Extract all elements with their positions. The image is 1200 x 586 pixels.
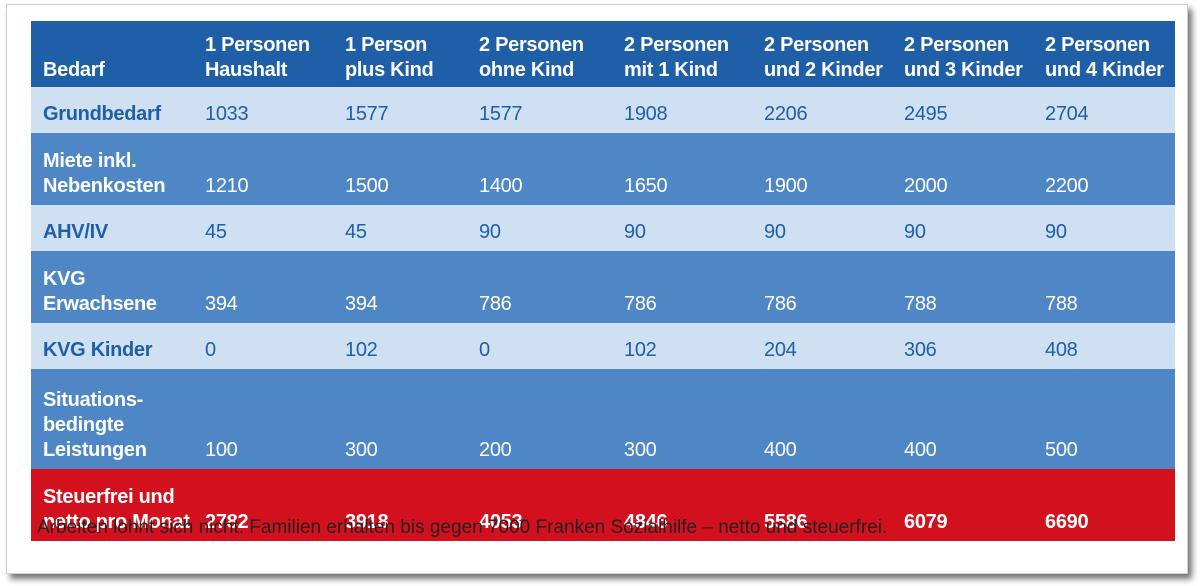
figure-frame: Bedarf 1 Personen Haushalt 1 Person plus… [6,4,1188,574]
cell-value: 1577 [467,87,612,133]
cell-value: 1577 [333,87,467,133]
cell-value: 1650 [612,133,752,205]
cell-value: 90 [752,205,892,251]
header-cell: 2 Personen und 2 Kinder [752,21,892,87]
cell-value: 788 [1033,251,1175,323]
total-value: 6079 [892,469,1033,541]
cell-value: 200 [467,369,612,469]
header-cell: 2 Personen und 3 Kinder [892,21,1033,87]
cell-value: 45 [333,205,467,251]
cell-value: 394 [333,251,467,323]
cell-value: 786 [612,251,752,323]
total-value: 2782 [193,469,333,541]
cell-value: 204 [752,323,892,369]
cell-value: 2206 [752,87,892,133]
cell-value: 1033 [193,87,333,133]
cell-value: 300 [333,369,467,469]
header-cell: 1 Person plus Kind [333,21,467,87]
table-row-kvg-erwachsene: KVG Erwachsene 394 394 786 786 786 788 7… [31,251,1175,323]
cell-value: 2000 [892,133,1033,205]
figure-caption: Arbeiten lohnt sich nicht. Familien erha… [37,517,888,538]
cell-value: 45 [193,205,333,251]
cell-value: 100 [193,369,333,469]
cell-value: 500 [1033,369,1175,469]
header-cell: Bedarf [31,21,193,87]
sozialhilfe-table: Bedarf 1 Personen Haushalt 1 Person plus… [31,21,1175,541]
total-value: 4846 [612,469,752,541]
row-label: Miete inkl. Nebenkosten [31,133,193,205]
cell-value: 0 [467,323,612,369]
header-cell: 2 Personen ohne Kind [467,21,612,87]
cell-value: 1210 [193,133,333,205]
total-value: 6690 [1033,469,1175,541]
cell-value: 0 [193,323,333,369]
row-label: AHV/IV [31,205,193,251]
header-cell: 1 Personen Haushalt [193,21,333,87]
cell-value: 90 [1033,205,1175,251]
cell-value: 1900 [752,133,892,205]
cell-value: 2704 [1033,87,1175,133]
cell-value: 90 [612,205,752,251]
header-cell: 2 Personen mit 1 Kind [612,21,752,87]
cell-value: 2495 [892,87,1033,133]
cell-value: 400 [892,369,1033,469]
cell-value: 408 [1033,323,1175,369]
table-header-row: Bedarf 1 Personen Haushalt 1 Person plus… [31,21,1175,87]
cell-value: 306 [892,323,1033,369]
total-value: 4053 [467,469,612,541]
cell-value: 1908 [612,87,752,133]
row-label: Situations- bedingte Leistungen [31,369,193,469]
row-label: KVG Kinder [31,323,193,369]
cell-value: 102 [612,323,752,369]
cell-value: 90 [892,205,1033,251]
table-row-situationsbedingte-leistungen: Situations- bedingte Leistungen 100 300 … [31,369,1175,469]
cell-value: 788 [892,251,1033,323]
cell-value: 400 [752,369,892,469]
cell-value: 1500 [333,133,467,205]
total-value: 3918 [333,469,467,541]
cell-value: 90 [467,205,612,251]
table-row-total: Steuerfrei und netto pro Monat 2782 3918… [31,469,1175,541]
row-label: Grundbedarf [31,87,193,133]
table-row-kvg-kinder: KVG Kinder 0 102 0 102 204 306 408 [31,323,1175,369]
table-row-grundbedarf: Grundbedarf 1033 1577 1577 1908 2206 249… [31,87,1175,133]
row-label: KVG Erwachsene [31,251,193,323]
total-value: 5586 [752,469,892,541]
table-row-ahv-iv: AHV/IV 45 45 90 90 90 90 90 [31,205,1175,251]
cell-value: 786 [752,251,892,323]
cell-value: 786 [467,251,612,323]
total-label: Steuerfrei und netto pro Monat [31,469,193,541]
cell-value: 394 [193,251,333,323]
cell-value: 2200 [1033,133,1175,205]
cell-value: 1400 [467,133,612,205]
cell-value: 102 [333,323,467,369]
table-row-miete: Miete inkl. Nebenkosten 1210 1500 1400 1… [31,133,1175,205]
cell-value: 300 [612,369,752,469]
header-cell: 2 Personen und 4 Kinder [1033,21,1175,87]
